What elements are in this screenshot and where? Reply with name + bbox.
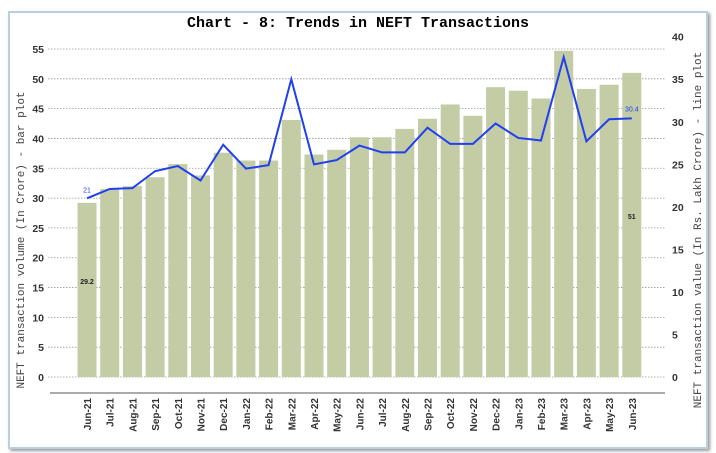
bar — [168, 164, 188, 377]
y-tick-label: 0 — [38, 372, 44, 384]
chart-title: Chart - 8: Trends in NEFT Transactions — [187, 15, 529, 32]
bar-data-label: 51 — [628, 214, 636, 221]
x-tick-label: Jun-22 — [355, 398, 366, 431]
x-tick-label: Sep-22 — [424, 398, 435, 431]
x-tick-label: Nov-21 — [197, 398, 208, 432]
y-tick-label: 15 — [32, 283, 44, 295]
x-tick-label: Jun-21 — [83, 398, 94, 431]
y2-tick-label: 40 — [672, 32, 684, 44]
y-tick-label: 55 — [32, 44, 44, 56]
y-tick-label: 40 — [32, 133, 44, 145]
x-tick-label: Jan-22 — [242, 398, 253, 430]
bar — [508, 90, 528, 377]
x-tick-label: Mar-23 — [560, 398, 571, 431]
x-tick-label: Dec-22 — [492, 398, 503, 431]
bar — [599, 84, 619, 378]
bar — [191, 175, 210, 377]
x-tick-label: Dec-21 — [219, 398, 230, 431]
y2-tick-label: 20 — [672, 202, 684, 214]
bar — [463, 115, 483, 377]
y2-tick-label: 35 — [672, 74, 684, 86]
bar — [100, 189, 120, 377]
bar — [576, 88, 596, 377]
x-tick-label: May-22 — [333, 398, 344, 432]
x-tick-label: Mar-22 — [287, 398, 298, 431]
bar — [259, 160, 279, 377]
x-tick-label: Feb-22 — [265, 398, 276, 431]
x-tick-label: Jan-23 — [514, 398, 525, 430]
bar — [418, 118, 437, 378]
x-tick-label: Feb-23 — [537, 398, 548, 431]
line-data-label: 21 — [83, 187, 91, 194]
y-axis-label: NEFT transaction volume (In Crore) - bar… — [16, 91, 28, 388]
y2-tick-label: 30 — [672, 117, 684, 129]
x-tick-label: May-23 — [605, 398, 616, 432]
x-tick-label: Jul-21 — [106, 398, 117, 427]
y-tick-label: 45 — [32, 104, 44, 116]
y2-axis-label: NEFT transaction value (In Rs. Lakh Cror… — [693, 52, 705, 408]
bar — [281, 119, 301, 377]
y2-tick-label: 0 — [672, 372, 678, 384]
x-tick-label: Oct-21 — [174, 398, 185, 430]
bar — [440, 104, 460, 377]
y-tick-label: 30 — [32, 193, 44, 205]
x-tick-label: Jun-23 — [628, 398, 639, 431]
bar — [145, 177, 165, 377]
bar — [486, 87, 506, 378]
x-tick-label: Apr-22 — [310, 398, 321, 430]
y-tick-label: 20 — [32, 253, 44, 265]
bar — [122, 186, 142, 377]
bar — [531, 98, 551, 378]
y2-tick-label: 25 — [672, 159, 684, 171]
y-tick-label: 5 — [38, 342, 44, 354]
y2-tick-label: 5 — [672, 329, 678, 341]
x-tick-label: Aug-21 — [128, 398, 139, 432]
y-tick-label: 10 — [32, 312, 44, 324]
x-tick-label: Apr-23 — [582, 398, 593, 430]
bar — [236, 160, 256, 377]
bar — [395, 128, 415, 377]
bar — [304, 154, 324, 377]
bar — [622, 72, 642, 377]
line-data-label: 30.4 — [625, 106, 639, 113]
x-tick-label: Oct-22 — [446, 398, 457, 430]
bar — [77, 202, 97, 377]
bar — [554, 50, 574, 377]
bar — [372, 137, 392, 377]
y-tick-label: 35 — [32, 163, 44, 175]
x-tick-label: Sep-21 — [151, 398, 162, 431]
x-tick-label: Aug-22 — [401, 398, 412, 432]
y2-tick-label: 15 — [672, 244, 684, 256]
y-tick-label: 25 — [32, 223, 44, 235]
y2-tick-label: 10 — [672, 287, 684, 299]
bar — [327, 149, 347, 377]
bar-data-label: 29.2 — [80, 279, 94, 286]
bar — [349, 137, 369, 377]
x-tick-label: Jul-22 — [378, 398, 389, 427]
x-tick-label: Nov-22 — [469, 398, 480, 432]
y-tick-label: 50 — [32, 74, 44, 86]
bar — [213, 152, 233, 377]
